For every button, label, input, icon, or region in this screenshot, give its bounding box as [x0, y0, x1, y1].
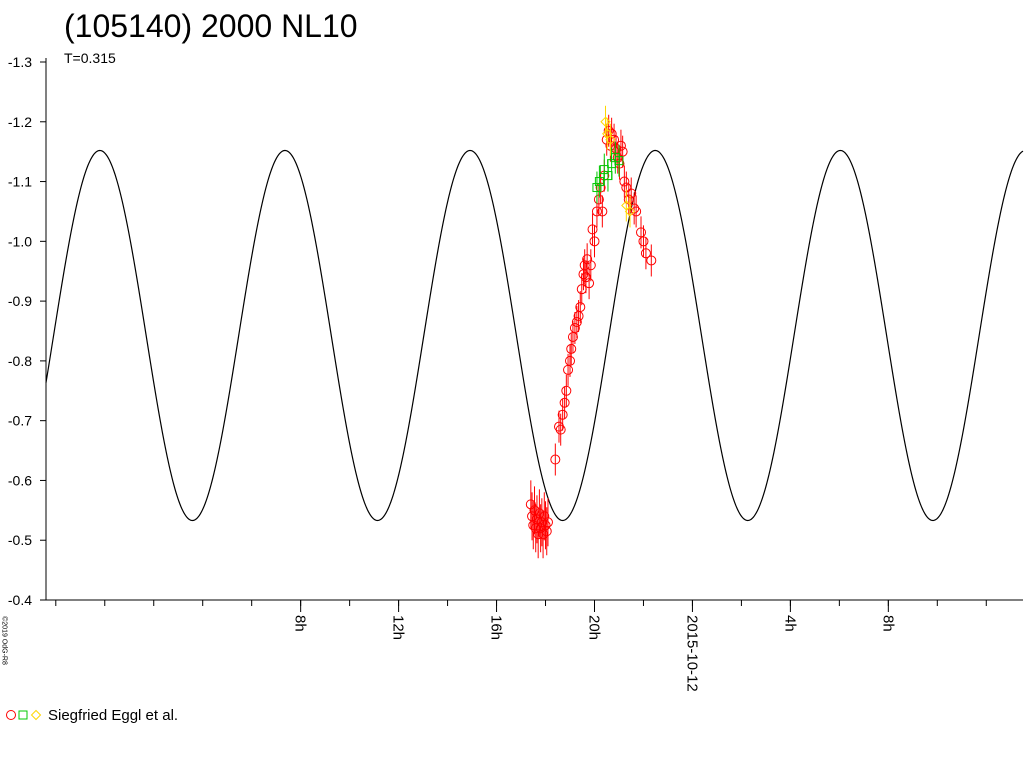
axes: -1.3 -1.2 -1.1 -1.0 -0.9 -0.8 -0.7 -0.6 -0.5 -0.4… — [8, 54, 1023, 692]
data-point — [638, 236, 649, 247]
data-point — [591, 206, 602, 217]
data-point — [542, 517, 553, 528]
data-point — [582, 254, 593, 265]
x-tick-label: 2015-10-12 — [683, 615, 700, 692]
legend: Siegfried Eggl et al. — [4, 705, 178, 725]
observations-layer — [525, 105, 657, 559]
x-tick-label: 20h — [585, 615, 602, 640]
x-tick-label: 12h — [390, 615, 407, 640]
chart-subtitle: T=0.315 — [64, 50, 116, 66]
x-tick-label: 8h — [292, 615, 309, 632]
data-point — [594, 177, 604, 187]
chart-title: (105140) 2000 NL10 — [64, 8, 358, 44]
data-point — [614, 156, 624, 166]
model-curve — [45, 149, 1024, 522]
data-point — [636, 227, 647, 238]
data-point — [584, 278, 595, 289]
data-point — [592, 183, 602, 193]
data-point — [603, 125, 614, 136]
y-tick-label: -0.4 — [8, 592, 32, 608]
data-point — [540, 520, 551, 531]
model-curve-layer — [45, 149, 1024, 522]
data-point — [557, 409, 568, 420]
data-point — [559, 397, 570, 408]
y-tick-label: -1.0 — [8, 233, 32, 249]
y-tick-label: -0.5 — [8, 532, 32, 548]
legend-label: Siegfried Eggl et al. — [48, 706, 179, 724]
legend-green-square-icon — [18, 710, 28, 720]
data-point — [565, 355, 576, 366]
data-point — [550, 454, 561, 465]
data-point — [624, 206, 636, 217]
data-point — [587, 224, 598, 235]
data-point — [561, 385, 572, 396]
data-point — [569, 323, 580, 334]
legend-yellow-diamond-icon — [30, 709, 42, 721]
y-tick-label: -1.2 — [8, 114, 32, 130]
data-point — [571, 317, 582, 328]
x-tick-label: 4h — [781, 615, 798, 632]
data-point — [605, 134, 616, 145]
y-tick-label: -1.1 — [8, 174, 32, 190]
data-point — [589, 236, 600, 247]
data-point — [555, 424, 566, 435]
data-point — [575, 302, 586, 313]
data-point — [600, 116, 611, 127]
data-point — [631, 206, 642, 217]
legend-markers — [6, 709, 42, 721]
data-point — [585, 260, 596, 271]
y-tick-label: -0.6 — [8, 472, 32, 488]
x-tick-label: 8h — [879, 615, 896, 632]
y-tick-label: -0.9 — [8, 293, 32, 309]
y-tick-label: -0.7 — [8, 413, 32, 429]
y-tick-label: -1.3 — [8, 54, 32, 70]
copyright-note: ©2019 OdG-R8 — [0, 616, 8, 665]
data-point — [579, 260, 590, 271]
legend-red-circle-icon — [6, 710, 16, 720]
data-point — [619, 176, 630, 187]
data-point — [640, 248, 651, 259]
data-point — [646, 255, 657, 266]
data-point — [597, 206, 608, 217]
data-point — [566, 343, 577, 354]
data-point — [553, 421, 564, 432]
data-point — [615, 140, 626, 151]
y-tick-label: -0.8 — [8, 353, 32, 369]
x-tick-label: 16h — [488, 615, 505, 640]
